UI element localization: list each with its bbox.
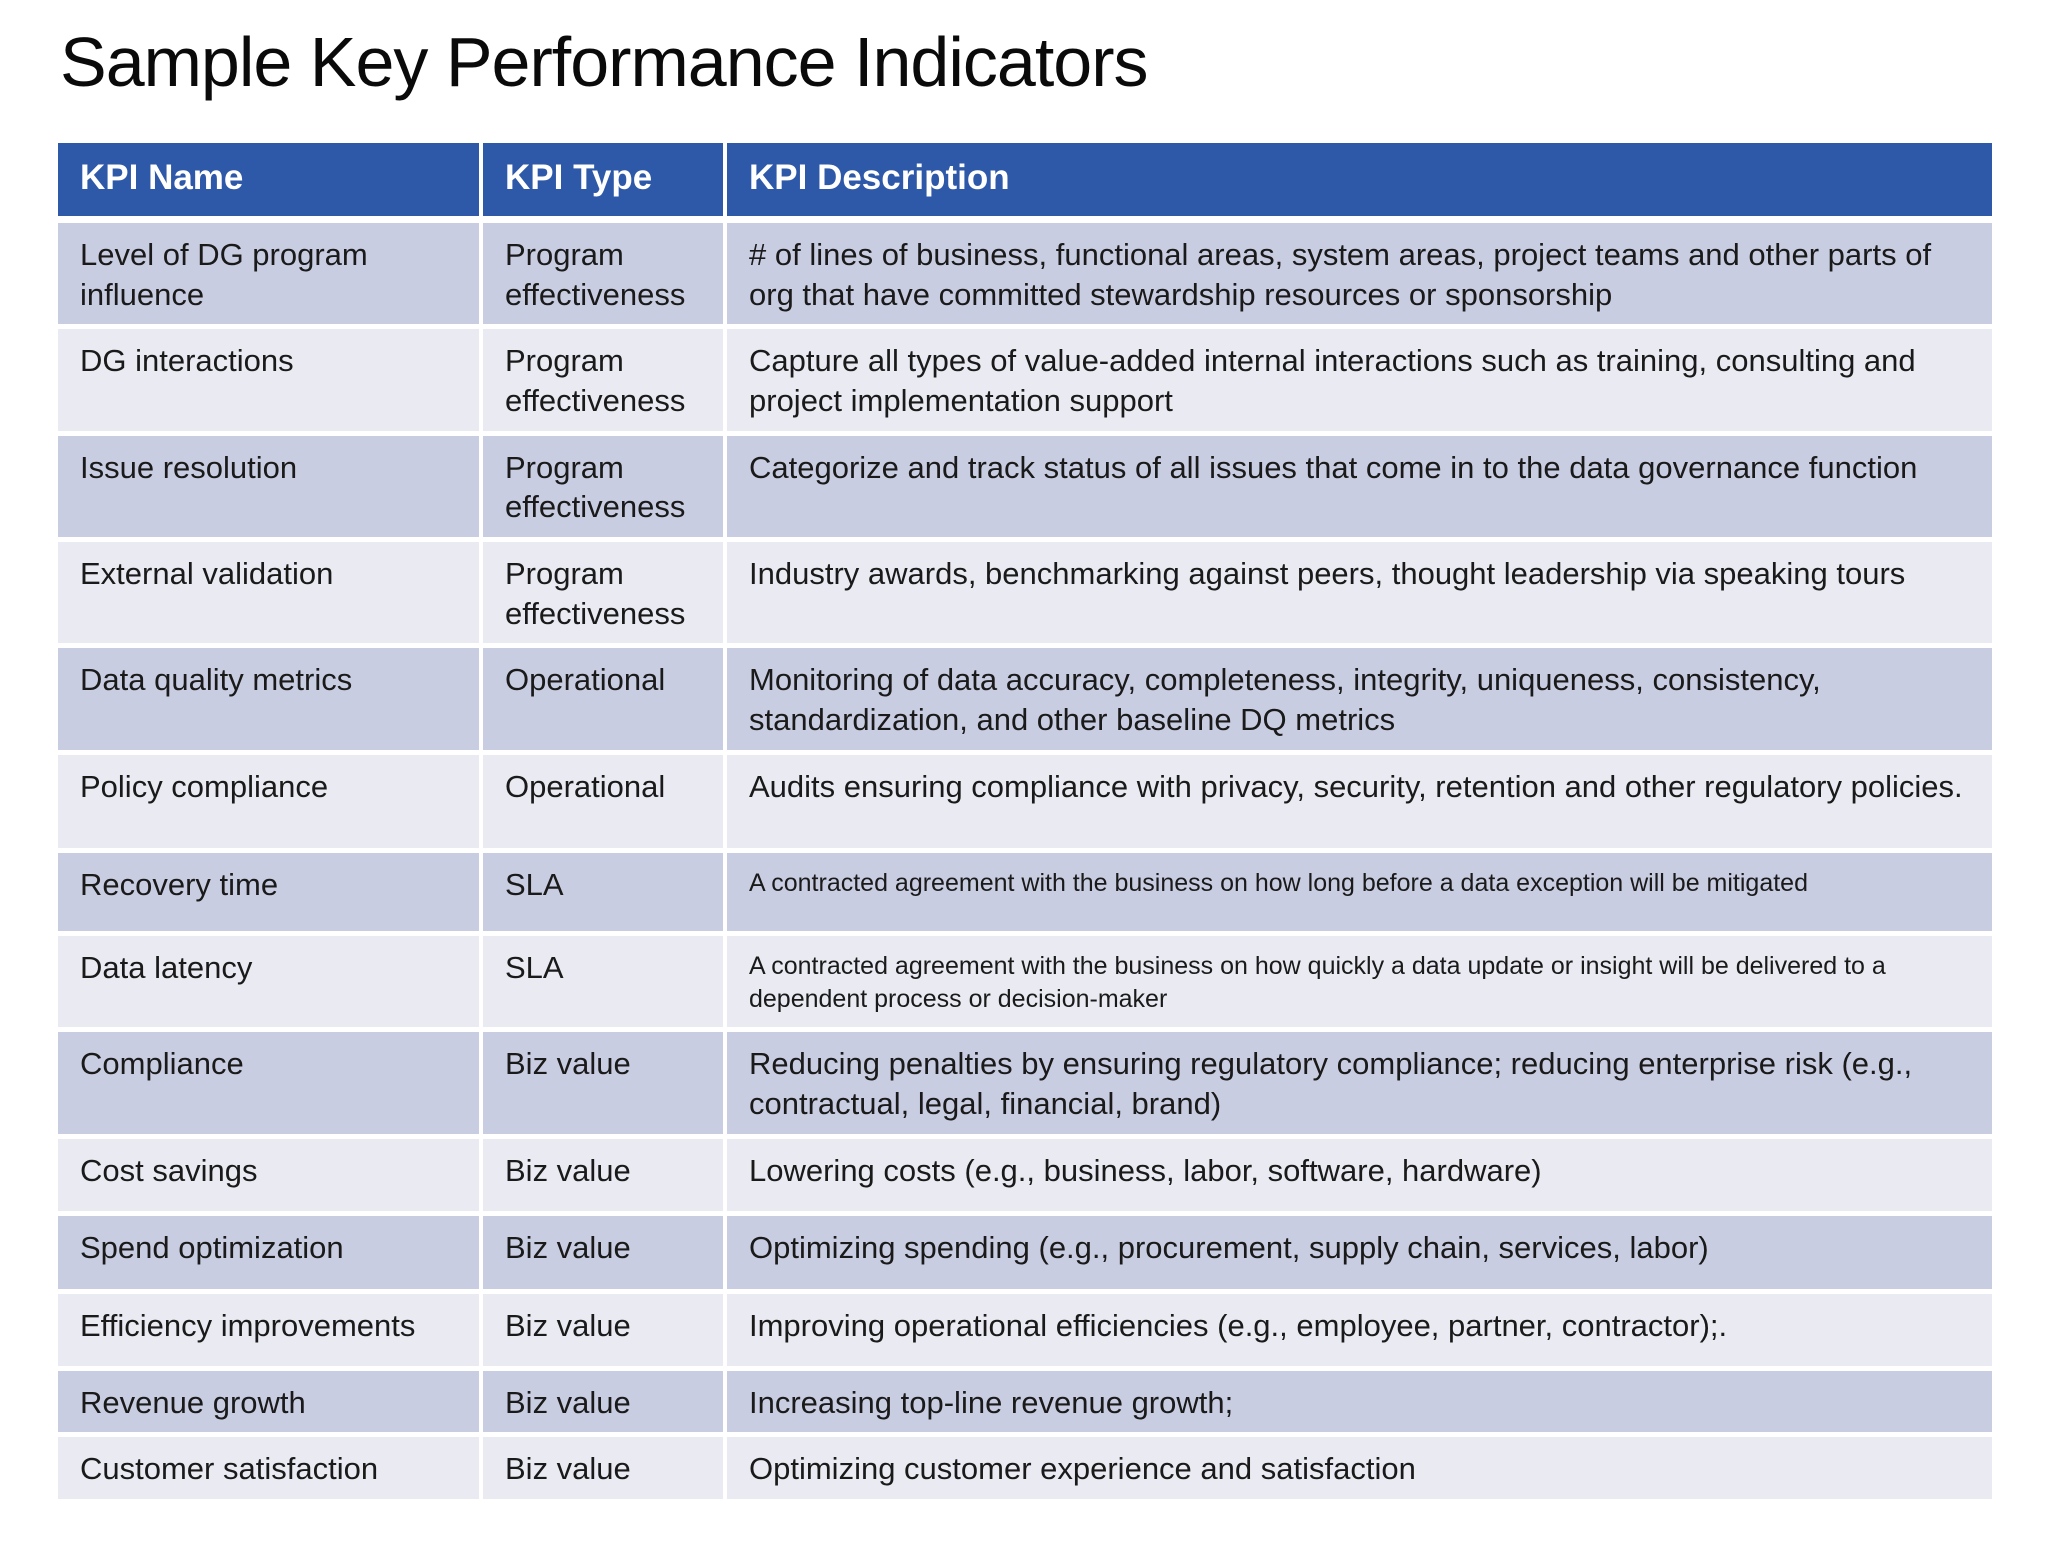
kpi-description-cell: Audits ensuring compliance with privacy,… (727, 754, 1992, 853)
kpi-type-cell: Biz value (483, 1437, 727, 1504)
table-row: Revenue growth Biz value Increasing top-… (58, 1370, 1992, 1438)
kpi-name-cell: External validation (58, 542, 483, 649)
table-row: Spend optimization Biz value Optimizing … (58, 1215, 1992, 1294)
kpi-type-cell: Biz value (483, 1370, 727, 1438)
kpi-description-cell: Optimizing customer experience and satis… (727, 1437, 1992, 1504)
page-title: Sample Key Performance Indicators (60, 23, 1149, 101)
kpi-name-cell: Recovery time (58, 852, 483, 936)
table-row: Policy compliance Operational Audits ens… (58, 754, 1992, 853)
kpi-table: KPI Name KPI Type KPI Description Level … (58, 143, 1992, 1504)
kpi-name-cell: Revenue growth (58, 1370, 483, 1438)
kpi-name-cell: Issue resolution (58, 435, 483, 543)
kpi-type-cell: Program effectiveness (483, 542, 727, 649)
kpi-type-cell: Operational (483, 754, 727, 853)
kpi-name-cell: DG interactions (58, 329, 483, 436)
kpi-type-cell: Biz value (483, 1032, 727, 1139)
kpi-type-cell: SLA (483, 852, 727, 936)
kpi-description-cell: Increasing top-line revenue growth; (727, 1370, 1992, 1438)
kpi-description-cell: Lowering costs (e.g., business, labor, s… (727, 1138, 1992, 1216)
kpi-name-cell: Customer satisfaction (58, 1437, 483, 1504)
kpi-name-cell: Cost savings (58, 1138, 483, 1216)
kpi-description-cell: Reducing penalties by ensuring regulator… (727, 1032, 1992, 1139)
kpi-type-cell: Program effectiveness (483, 435, 727, 543)
kpi-description-cell: # of lines of business, functional areas… (727, 223, 1992, 330)
kpi-type-cell: SLA (483, 935, 727, 1033)
table-header: KPI Name KPI Type KPI Description (58, 143, 1992, 223)
kpi-name-cell: Policy compliance (58, 754, 483, 853)
table-row: Efficiency improvements Biz value Improv… (58, 1293, 1992, 1371)
table-row: Cost savings Biz value Lowering costs (e… (58, 1138, 1992, 1216)
kpi-name-cell: Compliance (58, 1032, 483, 1139)
kpi-name-cell: Efficiency improvements (58, 1293, 483, 1371)
kpi-type-cell: Biz value (483, 1215, 727, 1294)
kpi-name-cell: Data quality metrics (58, 648, 483, 755)
table-row: Recovery time SLA A contracted agreement… (58, 852, 1992, 936)
table-row: Level of DG program influence Program ef… (58, 223, 1992, 330)
kpi-description-cell: Categorize and track status of all issue… (727, 435, 1992, 543)
column-header-kpi-description: KPI Description (727, 143, 1992, 223)
kpi-type-cell: Biz value (483, 1293, 727, 1371)
table-body: Level of DG program influence Program ef… (58, 223, 1992, 1504)
kpi-name-cell: Level of DG program influence (58, 223, 483, 330)
table-row: External validation Program effectivenes… (58, 542, 1992, 649)
column-header-kpi-type: KPI Type (483, 143, 727, 223)
table-row: Compliance Biz value Reducing penalties … (58, 1032, 1992, 1139)
kpi-name-cell: Spend optimization (58, 1215, 483, 1294)
slide: Sample Key Performance Indicators KPI Na… (0, 24, 2048, 1560)
table-header-row: KPI Name KPI Type KPI Description (58, 143, 1992, 223)
table-row: Data quality metrics Operational Monitor… (58, 648, 1992, 755)
kpi-description-cell: Capture all types of value-added interna… (727, 329, 1992, 436)
kpi-type-cell: Operational (483, 648, 727, 755)
kpi-type-cell: Program effectiveness (483, 329, 727, 436)
kpi-description-cell: A contracted agreement with the business… (727, 852, 1992, 936)
column-header-kpi-name: KPI Name (58, 143, 483, 223)
table-row: Data latency SLA A contracted agreement … (58, 935, 1992, 1033)
kpi-description-cell: Improving operational efficiencies (e.g.… (727, 1293, 1992, 1371)
kpi-type-cell: Program effectiveness (483, 223, 727, 330)
table-row: Customer satisfaction Biz value Optimizi… (58, 1437, 1992, 1504)
kpi-description-cell: A contracted agreement with the business… (727, 935, 1992, 1033)
kpi-type-cell: Biz value (483, 1138, 727, 1216)
kpi-description-cell: Industry awards, benchmarking against pe… (727, 542, 1992, 649)
kpi-description-cell: Optimizing spending (e.g., procurement, … (727, 1215, 1992, 1294)
table-row: Issue resolution Program effectiveness C… (58, 435, 1992, 543)
kpi-description-cell: Monitoring of data accuracy, completenes… (727, 648, 1992, 755)
table-row: DG interactions Program effectiveness Ca… (58, 329, 1992, 436)
kpi-name-cell: Data latency (58, 935, 483, 1033)
